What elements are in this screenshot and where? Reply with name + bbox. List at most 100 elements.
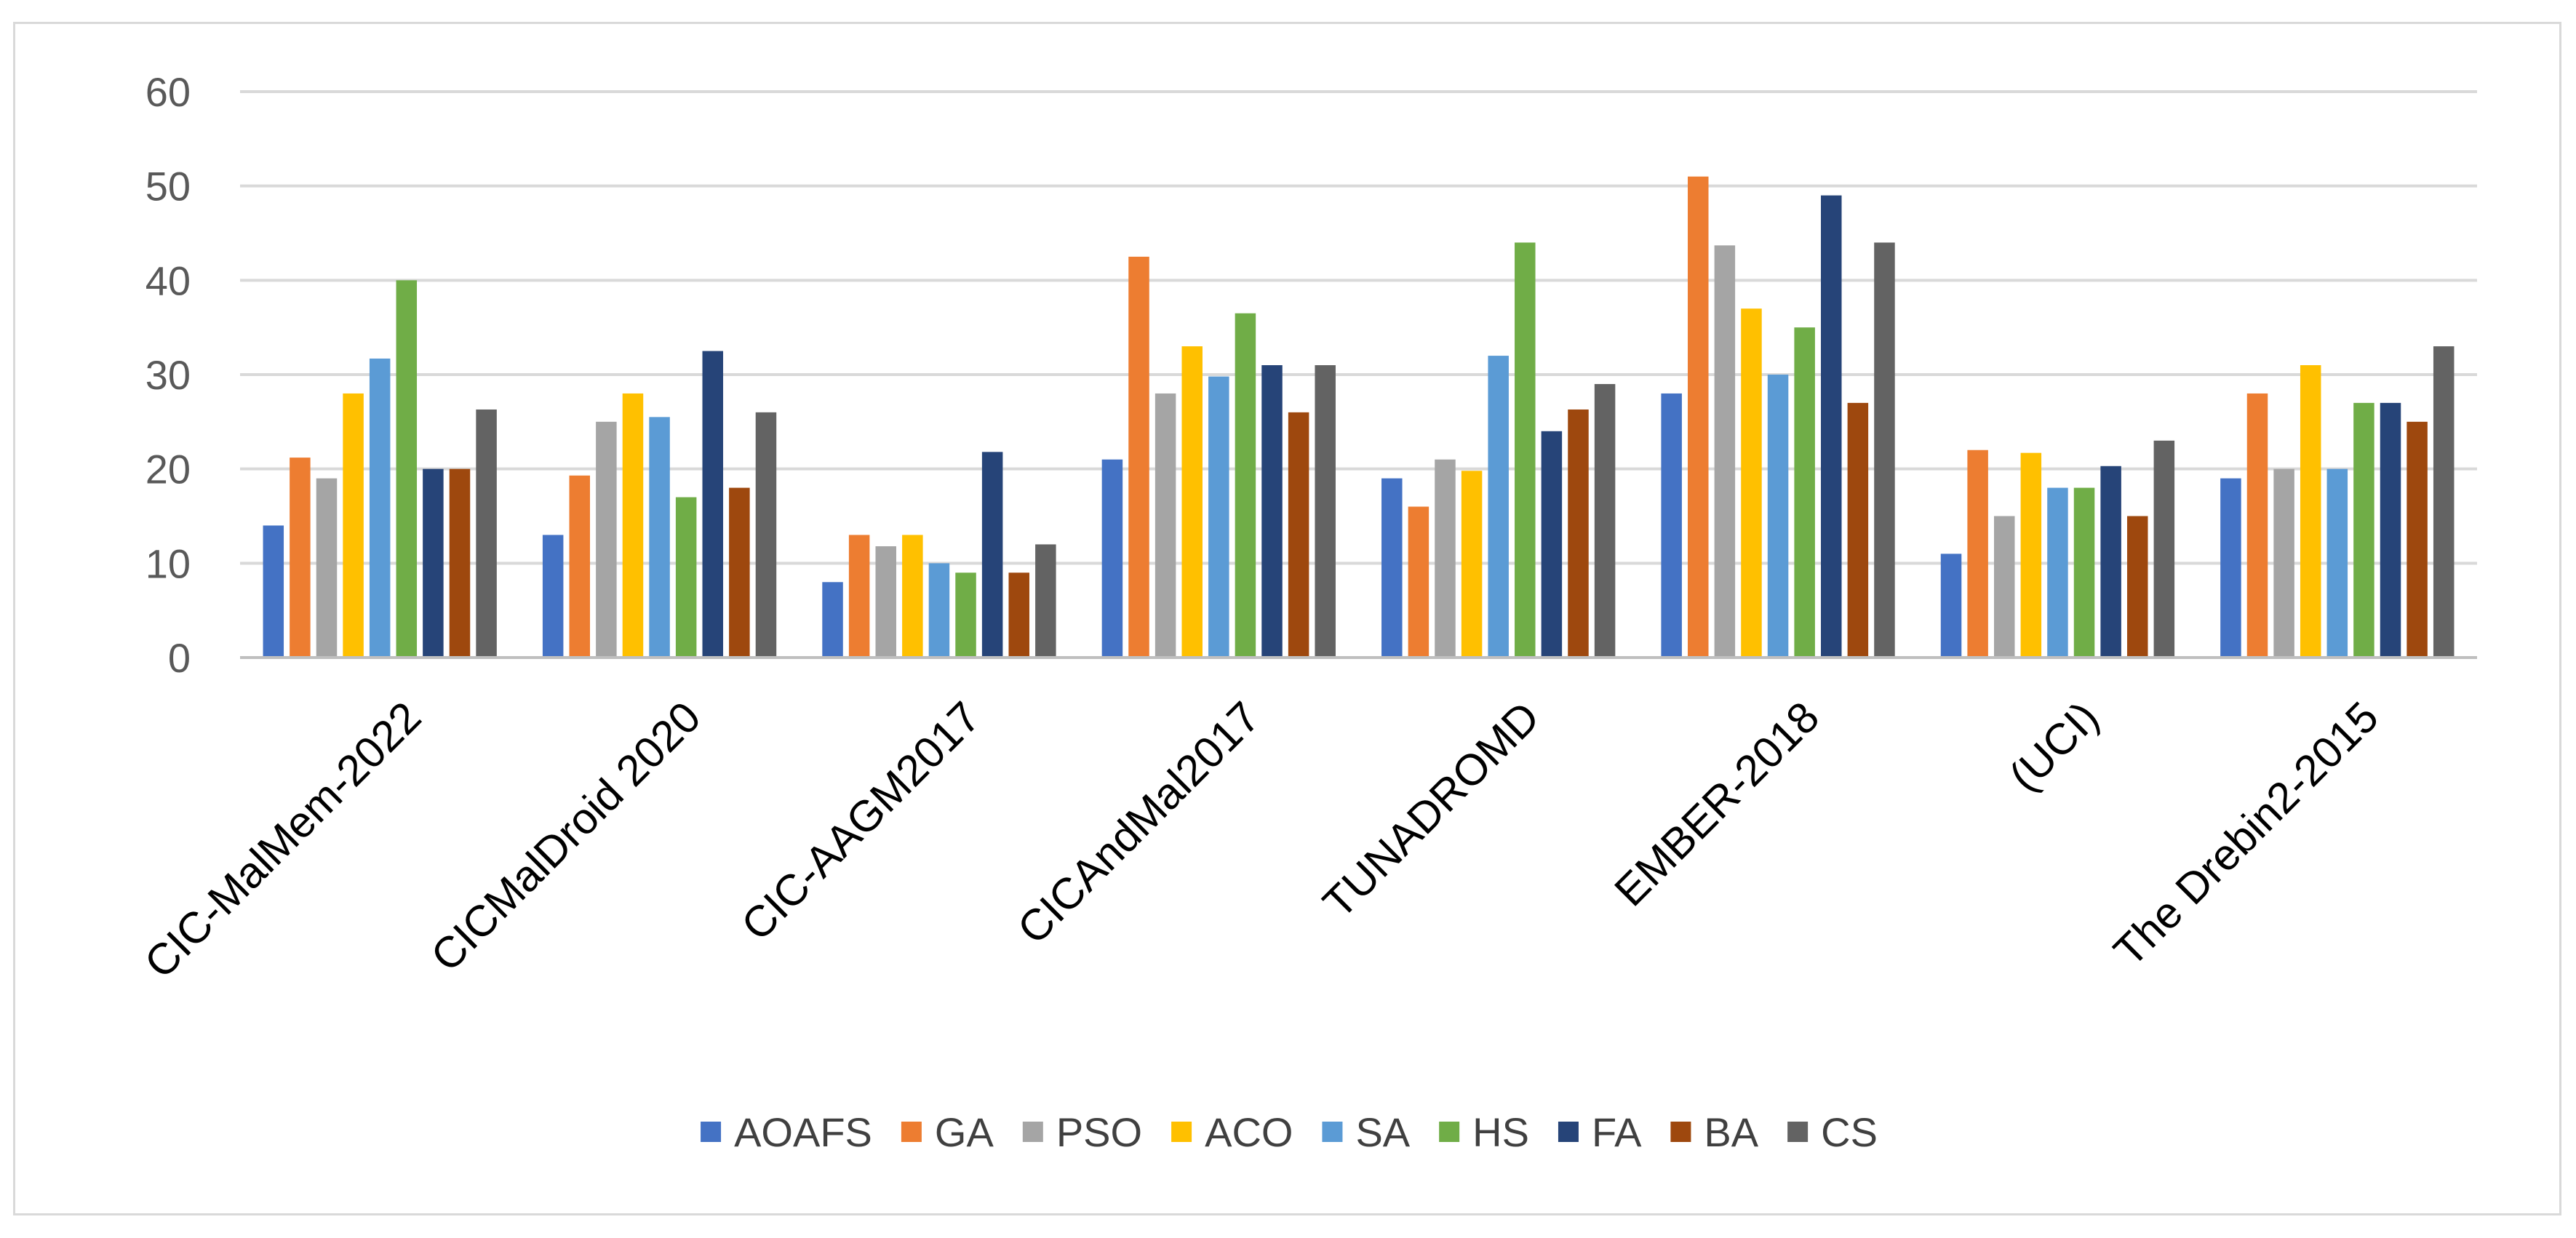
bar-fa-0: [423, 468, 444, 658]
bar-pso-6: [1993, 516, 2015, 658]
legend-swatch-hs: [1439, 1122, 1460, 1142]
bar-hs-1: [675, 497, 697, 658]
y-tick-label: 40: [145, 257, 191, 303]
legend-label-fa: FA: [1592, 1109, 1642, 1155]
x-category-label: CICAndMal2017: [1008, 692, 1269, 954]
bar-aco-3: [1181, 346, 1203, 658]
bar-ba-2: [1008, 572, 1029, 658]
legend-swatch-cs: [1787, 1122, 1809, 1142]
bar-fa-7: [2380, 402, 2401, 658]
bar-aco-4: [1461, 471, 1483, 658]
bar-hs-2: [955, 572, 976, 658]
bar-cs-0: [476, 409, 497, 658]
bar-ga-6: [1967, 450, 1988, 658]
y-tick-label: 60: [145, 69, 191, 115]
bar-aoafs-5: [1661, 393, 1682, 658]
bar-aoafs-6: [1940, 554, 1962, 658]
bar-ba-5: [1847, 402, 1869, 658]
bar-hs-3: [1235, 313, 1256, 658]
legend-label-sa: SA: [1355, 1109, 1410, 1155]
bar-ga-7: [2246, 393, 2268, 658]
bar-fa-2: [981, 452, 1003, 658]
legend-swatch-aoafs: [701, 1122, 722, 1142]
bar-pso-7: [2273, 468, 2294, 658]
bar-aco-6: [2020, 452, 2042, 658]
bar-aco-1: [622, 393, 644, 658]
y-tick-label: 20: [145, 447, 191, 492]
bar-fa-5: [1821, 195, 1842, 658]
legend-label-aoafs: AOAFS: [734, 1109, 872, 1155]
bar-ga-3: [1128, 256, 1149, 658]
bars: [263, 176, 2455, 658]
bar-aco-2: [902, 535, 923, 658]
legend-label-pso: PSO: [1056, 1109, 1142, 1155]
bar-hs-0: [396, 280, 418, 658]
bar-sa-2: [928, 563, 950, 658]
bar-fa-6: [2100, 466, 2121, 658]
x-category-label: CICMalDroid 2020: [421, 692, 709, 981]
bar-sa-7: [2326, 468, 2348, 658]
x-category-label: EMBER-2018: [1605, 692, 1828, 916]
x-category-label: CIC-AAGM2017: [732, 692, 989, 950]
bar-aoafs-4: [1381, 478, 1403, 658]
legend-label-hs: HS: [1472, 1109, 1529, 1155]
bar-aco-5: [1741, 308, 1762, 658]
legend-label-cs: CS: [1821, 1109, 1878, 1155]
bar-pso-2: [875, 546, 896, 658]
bar-cs-7: [2433, 346, 2455, 658]
bar-pso-5: [1714, 245, 1736, 658]
legend-swatch-ba: [1670, 1122, 1691, 1142]
bar-aco-0: [343, 393, 364, 658]
bar-pso-3: [1155, 393, 1176, 658]
legend-label-ba: BA: [1704, 1109, 1758, 1155]
bar-ba-4: [1568, 409, 1589, 658]
bar-sa-6: [2047, 487, 2068, 658]
bar-aoafs-3: [1101, 459, 1123, 658]
bar-ga-1: [569, 475, 591, 658]
bar-cs-2: [1035, 544, 1056, 658]
legend-swatch-sa: [1322, 1122, 1343, 1142]
bar-aoafs-0: [263, 525, 284, 658]
bar-ga-5: [1688, 176, 1709, 658]
y-tick-label: 10: [145, 540, 191, 586]
y-axis-ticks: 0 10 20 30 40 50 60: [145, 69, 191, 681]
bar-hs-6: [2073, 487, 2095, 658]
bar-fa-1: [702, 351, 724, 658]
bar-pso-0: [316, 478, 338, 658]
bar-ba-0: [449, 468, 471, 658]
bar-cs-1: [755, 412, 777, 658]
y-tick-label: 0: [168, 635, 191, 681]
bar-fa-4: [1541, 431, 1563, 658]
bar-ba-7: [2406, 421, 2428, 658]
bar-sa-5: [1767, 375, 1789, 658]
bar-sa-0: [369, 358, 391, 658]
bar-ga-4: [1408, 506, 1429, 658]
legend: AOAFS GA PSO ACO SA HS FA BA CS: [701, 1109, 1878, 1155]
bar-pso-1: [596, 421, 617, 658]
bar-cs-5: [1874, 242, 1895, 658]
bar-aoafs-7: [2220, 478, 2241, 658]
bar-hs-5: [1794, 327, 1815, 658]
y-tick-label: 50: [145, 164, 191, 209]
legend-label-aco: ACO: [1205, 1109, 1293, 1155]
bar-ba-3: [1288, 412, 1309, 658]
bar-pso-4: [1435, 459, 1456, 658]
bar-cs-6: [2153, 440, 2175, 658]
bar-ba-6: [2126, 516, 2148, 658]
bar-hs-4: [1515, 242, 1536, 658]
bar-cs-3: [1315, 365, 1336, 658]
bar-sa-3: [1208, 376, 1229, 658]
bar-aco-7: [2300, 365, 2321, 658]
bar-cs-4: [1594, 383, 1616, 658]
bar-aoafs-2: [822, 582, 843, 658]
bar-ba-1: [729, 487, 750, 658]
y-tick-label: 30: [145, 352, 191, 398]
x-category-label: (UCI): [2000, 692, 2108, 801]
legend-swatch-fa: [1558, 1122, 1579, 1142]
bar-fa-3: [1261, 365, 1283, 658]
bar-aoafs-1: [542, 535, 564, 658]
bar-hs-7: [2353, 402, 2374, 658]
bar-sa-1: [649, 417, 670, 658]
